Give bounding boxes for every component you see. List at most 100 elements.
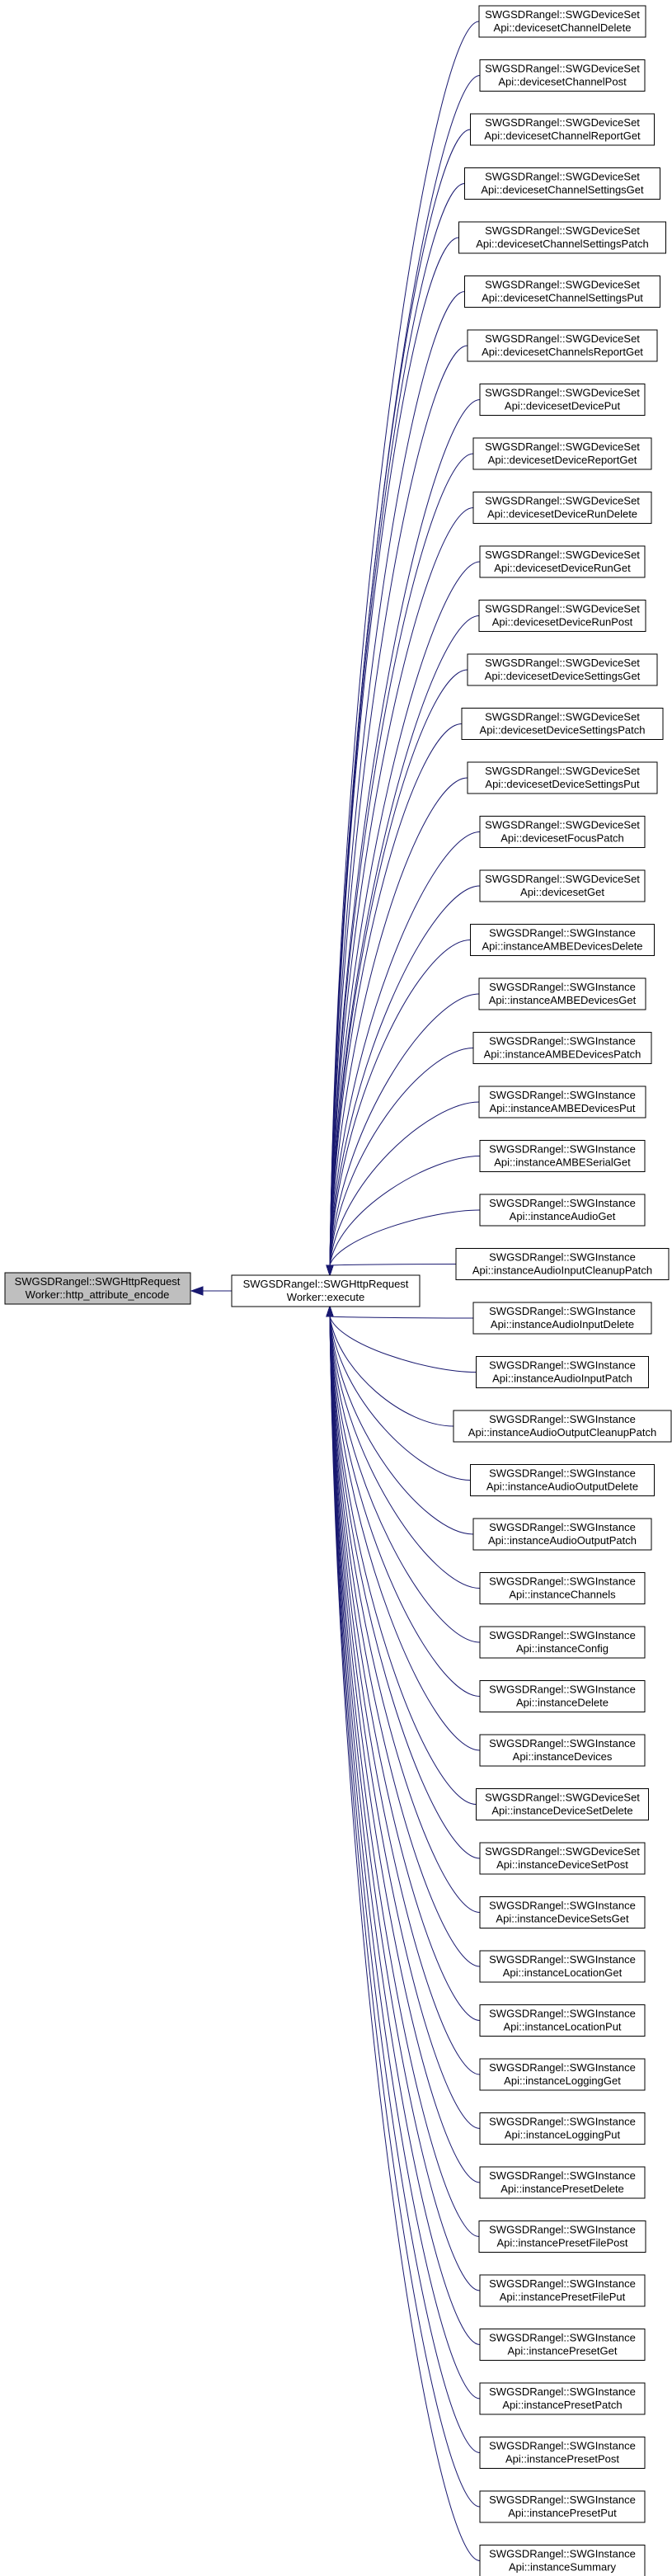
caller-node[interactable]: SWGSDRangel::SWGInstanceApi::instanceAMB… bbox=[478, 1085, 646, 1118]
caller-node[interactable]: SWGSDRangel::SWGDeviceSetApi::instanceDe… bbox=[479, 1842, 646, 1875]
caller-node[interactable]: SWGSDRangel::SWGInstanceApi::instanceLog… bbox=[479, 2112, 646, 2145]
caller-node[interactable]: SWGSDRangel::SWGDeviceSetApi::devicesetC… bbox=[464, 275, 660, 308]
caller-node-line2: Api::instanceAudioInputCleanupPatch bbox=[472, 1264, 652, 1277]
caller-node[interactable]: SWGSDRangel::SWGInstanceApi::instanceLog… bbox=[479, 2058, 646, 2091]
caller-node[interactable]: SWGSDRangel::SWGInstanceApi::instancePre… bbox=[479, 2329, 646, 2361]
caller-node[interactable]: SWGSDRangel::SWGDeviceSetApi::instanceDe… bbox=[476, 1788, 649, 1820]
caller-node[interactable]: SWGSDRangel::SWGDeviceSetApi::devicesetD… bbox=[479, 545, 646, 578]
caller-node[interactable]: SWGSDRangel::SWGDeviceSetApi::devicesetD… bbox=[472, 437, 652, 470]
caller-node[interactable]: SWGSDRangel::SWGDeviceSetApi::devicesetD… bbox=[472, 492, 652, 524]
caller-node-line1: SWGSDRangel::SWGDeviceSet bbox=[485, 63, 640, 75]
caller-nodes: SWGSDRangel::SWGDeviceSetApi::devicesetC… bbox=[453, 5, 672, 2576]
caller-node[interactable]: SWGSDRangel::SWGDeviceSetApi::devicesetC… bbox=[467, 329, 658, 362]
caller-node[interactable]: SWGSDRangel::SWGInstanceApi::instancePre… bbox=[479, 2437, 646, 2469]
call-edge bbox=[326, 1305, 477, 1805]
caller-node[interactable]: SWGSDRangel::SWGDeviceSetApi::devicesetC… bbox=[470, 113, 655, 146]
caller-node-box bbox=[479, 2274, 646, 2307]
focus-node[interactable]: SWGSDRangel::SWGHttpRequest Worker::http… bbox=[4, 1272, 191, 1305]
caller-node-box bbox=[479, 2382, 646, 2415]
caller-node-box bbox=[479, 2112, 646, 2145]
caller-node-line2: Api::instanceLocationPut bbox=[503, 2021, 621, 2033]
caller-node[interactable]: SWGSDRangel::SWGInstanceApi::instancePre… bbox=[478, 2220, 646, 2253]
caller-node[interactable]: SWGSDRangel::SWGInstanceApi::instanceLoc… bbox=[479, 2004, 646, 2037]
caller-node[interactable]: SWGSDRangel::SWGInstanceApi::instanceSum… bbox=[479, 2545, 646, 2576]
caller-node[interactable]: SWGSDRangel::SWGDeviceSetApi::devicesetD… bbox=[461, 708, 664, 740]
caller-node-line1: SWGSDRangel::SWGInstance bbox=[489, 1629, 636, 1641]
caller-node[interactable]: SWGSDRangel::SWGInstanceApi::instanceDev… bbox=[479, 1734, 646, 1767]
caller-node-line1: SWGSDRangel::SWGInstance bbox=[489, 1575, 636, 1588]
call-edges bbox=[326, 21, 481, 2561]
caller-node-line2: Api::instanceDelete bbox=[516, 1697, 609, 1709]
caller-node-box bbox=[470, 1464, 655, 1496]
caller-node[interactable]: SWGSDRangel::SWGInstanceApi::instanceCon… bbox=[479, 1626, 646, 1659]
caller-node[interactable]: SWGSDRangel::SWGInstanceApi::instanceDel… bbox=[479, 1680, 646, 1712]
caller-node[interactable]: SWGSDRangel::SWGInstanceApi::instanceDev… bbox=[479, 1896, 646, 1928]
call-edge bbox=[326, 1305, 481, 1859]
caller-node-box bbox=[479, 59, 646, 92]
caller-node-line1: SWGSDRangel::SWGDeviceSet bbox=[485, 549, 640, 561]
caller-node-line2: Api::devicesetGet bbox=[520, 886, 604, 898]
caller-node-line1: SWGSDRangel::SWGInstance bbox=[489, 1467, 636, 1480]
caller-node-line2: Api::instanceAudioOutputCleanupPatch bbox=[468, 1426, 656, 1439]
caller-node-line2: Api::instanceSummary bbox=[509, 2561, 617, 2574]
caller-node[interactable]: SWGSDRangel::SWGInstanceApi::instancePre… bbox=[479, 2166, 646, 2199]
call-edge bbox=[326, 1264, 457, 1277]
caller-node-line1: SWGSDRangel::SWGInstance bbox=[489, 2224, 636, 2236]
caller-node[interactable]: SWGSDRangel::SWGDeviceSetApi::devicesetD… bbox=[479, 384, 646, 416]
caller-node[interactable]: SWGSDRangel::SWGDeviceSetApi::devicesetG… bbox=[479, 869, 646, 902]
caller-node-line2: Api::instanceAudioOutputPatch bbox=[488, 1534, 637, 1547]
caller-node[interactable]: SWGSDRangel::SWGInstanceApi::instanceCha… bbox=[479, 1572, 646, 1604]
caller-node[interactable]: SWGSDRangel::SWGInstanceApi::instanceAMB… bbox=[479, 1140, 646, 1172]
caller-node-line1: SWGSDRangel::SWGDeviceSet bbox=[485, 495, 640, 507]
caller-node-line1: SWGSDRangel::SWGInstance bbox=[489, 2169, 636, 2182]
call-edge bbox=[326, 1305, 481, 1967]
caller-node-box bbox=[479, 816, 646, 848]
caller-node[interactable]: SWGSDRangel::SWGInstanceApi::instanceAud… bbox=[472, 1302, 652, 1335]
caller-node-line1: SWGSDRangel::SWGInstance bbox=[489, 1737, 636, 1750]
caller-node[interactable]: SWGSDRangel::SWGDeviceSetApi::devicesetC… bbox=[458, 221, 666, 254]
caller-node-line1: SWGSDRangel::SWGInstance bbox=[489, 1900, 636, 1912]
caller-node-box bbox=[472, 1032, 652, 1064]
caller-node-line1: SWGSDRangel::SWGDeviceSet bbox=[485, 819, 640, 831]
caller-node[interactable]: SWGSDRangel::SWGInstanceApi::instanceAud… bbox=[453, 1410, 672, 1443]
center-node-line1: SWGSDRangel::SWGHttpRequest bbox=[243, 1278, 409, 1290]
call-edge bbox=[326, 615, 480, 1277]
caller-node-line2: Api::instancePresetPut bbox=[508, 2507, 617, 2519]
caller-node[interactable]: SWGSDRangel::SWGInstanceApi::instanceAud… bbox=[476, 1356, 649, 1388]
caller-node[interactable]: SWGSDRangel::SWGDeviceSetApi::devicesetD… bbox=[478, 600, 646, 632]
center-node-line2: Worker::execute bbox=[287, 1291, 364, 1303]
caller-node[interactable]: SWGSDRangel::SWGDeviceSetApi::devicesetC… bbox=[479, 59, 646, 92]
call-edge bbox=[326, 1305, 454, 1427]
caller-node-line1: SWGSDRangel::SWGDeviceSet bbox=[485, 332, 640, 345]
caller-node[interactable]: SWGSDRangel::SWGInstanceApi::instanceAMB… bbox=[478, 977, 646, 1010]
caller-node[interactable]: SWGSDRangel::SWGDeviceSetApi::devicesetC… bbox=[478, 5, 646, 38]
caller-node[interactable]: SWGSDRangel::SWGInstanceApi::instanceAud… bbox=[470, 1464, 655, 1496]
caller-node-line2: Api::instancePresetPost bbox=[505, 2453, 619, 2465]
caller-node[interactable]: SWGSDRangel::SWGDeviceSetApi::devicesetF… bbox=[479, 816, 646, 848]
caller-node-line2: Api::devicesetDeviceRunDelete bbox=[487, 508, 637, 520]
caller-node-box bbox=[479, 2166, 646, 2199]
caller-node[interactable]: SWGSDRangel::SWGInstanceApi::instanceAud… bbox=[479, 1194, 646, 1227]
caller-node-line2: Api::devicesetDeviceReportGet bbox=[488, 454, 637, 466]
caller-node-box bbox=[478, 5, 646, 38]
caller-node-line2: Api::devicesetFocusPatch bbox=[500, 832, 624, 845]
caller-node[interactable]: SWGSDRangel::SWGInstanceApi::instanceAud… bbox=[472, 1518, 652, 1551]
caller-node[interactable]: SWGSDRangel::SWGInstanceApi::instancePre… bbox=[479, 2382, 646, 2415]
caller-node-line2: Api::devicesetChannelsReportGet bbox=[482, 346, 643, 358]
caller-node[interactable]: SWGSDRangel::SWGInstanceApi::instanceLoc… bbox=[479, 1950, 646, 1983]
focus-node-line1: SWGSDRangel::SWGHttpRequest bbox=[15, 1275, 181, 1288]
caller-node-line2: Api::instanceDeviceSetPost bbox=[496, 1858, 628, 1871]
center-node[interactable]: SWGSDRangel::SWGHttpRequest Worker::exec… bbox=[231, 1274, 421, 1307]
caller-node-line2: Api::instanceAudioInputDelete bbox=[491, 1318, 634, 1330]
caller-node[interactable]: SWGSDRangel::SWGInstanceApi::instancePre… bbox=[479, 2274, 646, 2307]
caller-node[interactable]: SWGSDRangel::SWGInstanceApi::instanceAMB… bbox=[472, 1032, 652, 1064]
caller-node[interactable]: SWGSDRangel::SWGInstanceApi::instanceAud… bbox=[455, 1248, 670, 1280]
caller-node[interactable]: SWGSDRangel::SWGInstanceApi::instanceAMB… bbox=[470, 924, 655, 956]
caller-node-line1: SWGSDRangel::SWGInstance bbox=[489, 2061, 636, 2074]
caller-node[interactable]: SWGSDRangel::SWGInstanceApi::instancePre… bbox=[479, 2490, 646, 2523]
caller-node-line1: SWGSDRangel::SWGDeviceSet bbox=[485, 657, 640, 669]
caller-node[interactable]: SWGSDRangel::SWGDeviceSetApi::devicesetC… bbox=[464, 167, 660, 200]
caller-node-box bbox=[453, 1410, 672, 1443]
caller-node[interactable]: SWGSDRangel::SWGDeviceSetApi::devicesetD… bbox=[467, 761, 658, 794]
caller-node[interactable]: SWGSDRangel::SWGDeviceSetApi::devicesetD… bbox=[467, 653, 658, 686]
